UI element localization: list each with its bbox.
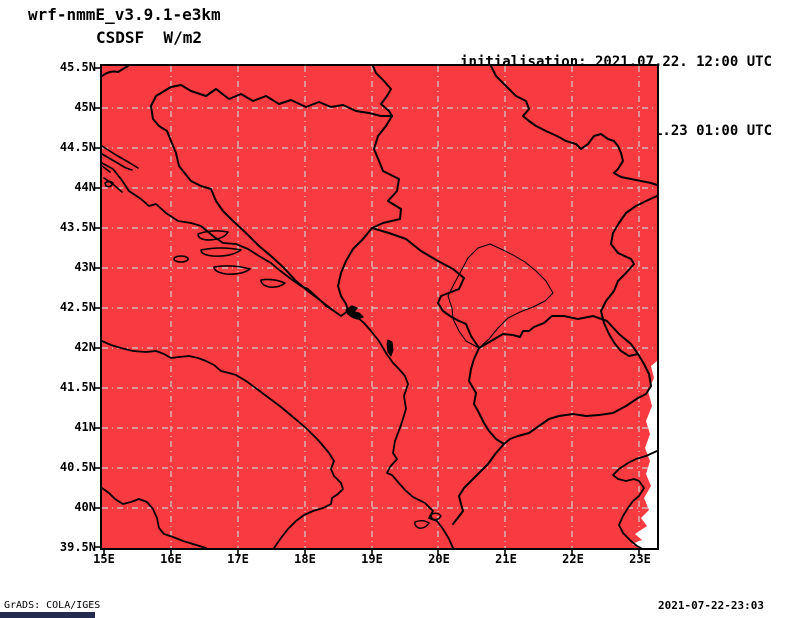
islands-dalmatia bbox=[101, 145, 286, 288]
lon-tick-label: 22E bbox=[562, 552, 584, 566]
border-drina bbox=[371, 115, 480, 349]
lon-tick-label: 20E bbox=[428, 552, 450, 566]
model-title: wrf-nmmE_v3.9.1-e3km bbox=[28, 5, 221, 24]
border-croatia-bosnia bbox=[150, 92, 335, 312]
lon-tick-label: 15E bbox=[93, 552, 115, 566]
grads-credit: GrADS: COLA/IGES bbox=[4, 600, 101, 611]
graticule bbox=[102, 66, 657, 548]
border-nw-fragment bbox=[101, 65, 129, 77]
border-macedonia-bulgaria bbox=[637, 353, 652, 399]
map-borders-svg bbox=[94, 65, 658, 556]
lat-tick-label: 44N bbox=[74, 180, 96, 194]
border-sava bbox=[160, 84, 393, 117]
lon-tick-label: 21E bbox=[495, 552, 517, 566]
border-albania-macedonia bbox=[468, 347, 505, 445]
lat-tick-label: 45N bbox=[74, 100, 96, 114]
axis-ticks bbox=[94, 67, 640, 556]
lat-tick-label: 41.5N bbox=[59, 380, 96, 394]
lon-tick-label: 23E bbox=[629, 552, 651, 566]
lon-tick-label: 16E bbox=[160, 552, 182, 566]
lat-tick-label: 44.5N bbox=[59, 140, 96, 154]
missing-data-strip bbox=[632, 361, 657, 548]
border-bosnia-montenegro bbox=[337, 227, 373, 312]
lat-tick-label: 43N bbox=[74, 260, 96, 274]
lat-tick-label: 41N bbox=[74, 420, 96, 434]
lat-tick-label: 40N bbox=[74, 500, 96, 514]
lat-tick-label: 40.5N bbox=[59, 460, 96, 474]
lon-tick-label: 17E bbox=[227, 552, 249, 566]
coastline-italy-tyrrhenian bbox=[101, 487, 207, 549]
border-albania-greece bbox=[452, 443, 505, 525]
lake-skadar bbox=[386, 339, 394, 357]
border-serbia-romania bbox=[490, 65, 658, 186]
bay-of-kotor bbox=[345, 305, 364, 320]
variable-label: CSDSF W/m2 bbox=[96, 28, 202, 47]
lat-tick-label: 45.5N bbox=[59, 60, 96, 74]
lon-tick-label: 19E bbox=[361, 552, 383, 566]
lon-tick-label: 18E bbox=[294, 552, 316, 566]
plot-timestamp: 2021-07-22-23:03 bbox=[658, 599, 764, 612]
lat-tick-label: 43.5N bbox=[59, 220, 96, 234]
coastline-italy-adriatic bbox=[101, 340, 344, 549]
coastline-aegean bbox=[612, 450, 658, 549]
map-canvas bbox=[94, 64, 659, 556]
border-serbia-bulgaria bbox=[600, 195, 658, 357]
border-macedonia-north bbox=[478, 315, 639, 355]
border-kosovo bbox=[447, 243, 554, 349]
border-danube-croatia-serbia bbox=[372, 65, 393, 117]
lat-tick-label: 42N bbox=[74, 340, 96, 354]
lat-tick-label: 42.5N bbox=[59, 300, 96, 314]
coastline-adriatic-east bbox=[101, 162, 454, 549]
border-macedonia-greece bbox=[503, 397, 639, 445]
bottom-bar bbox=[0, 612, 95, 618]
lat-tick-label: 39.5N bbox=[59, 540, 96, 554]
islands-corfu bbox=[414, 512, 442, 529]
